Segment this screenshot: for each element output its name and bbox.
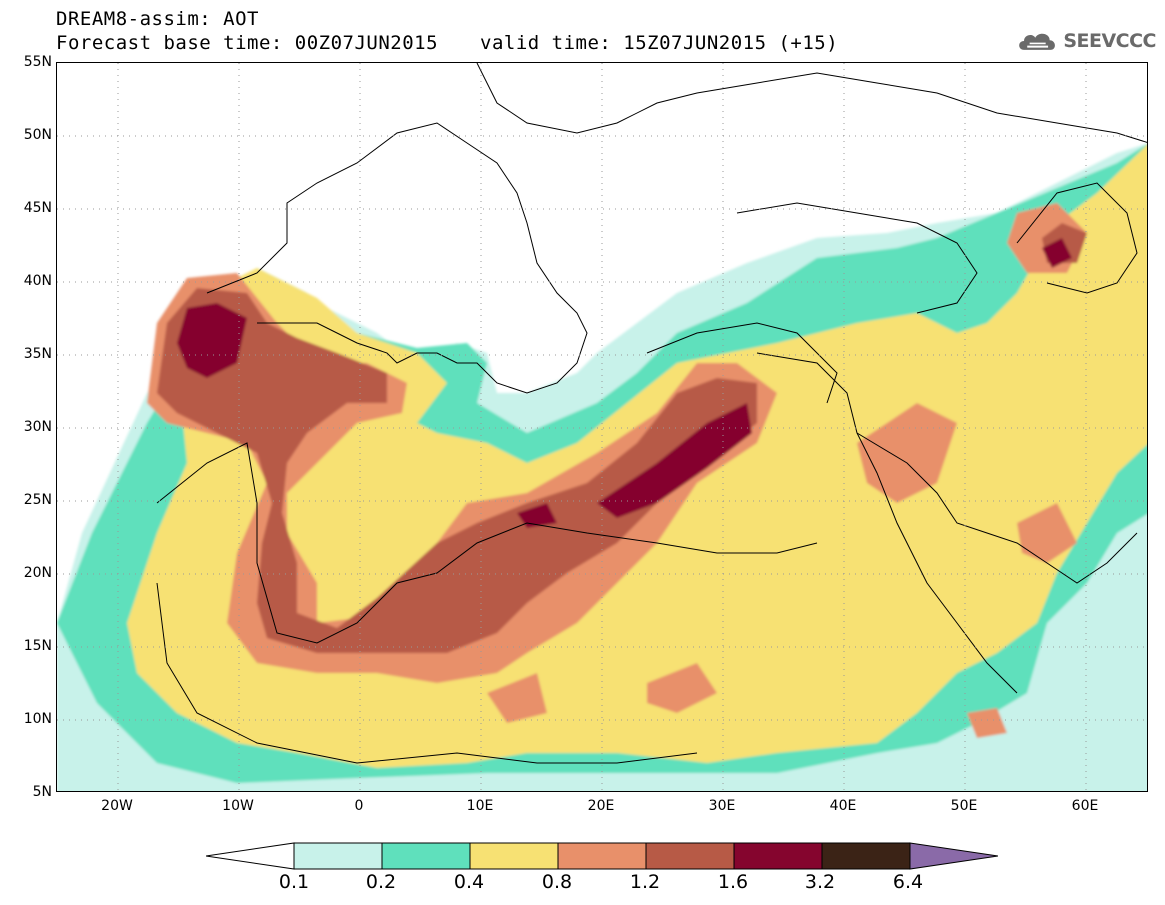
- lat-label-35n: 35N: [23, 346, 52, 362]
- colorbar-label: 0.8: [541, 871, 573, 893]
- lat-label-15n: 15N: [23, 638, 52, 654]
- lon-label-20w: 20W: [101, 798, 133, 814]
- colorbar-lower-triangle: [206, 842, 295, 870]
- forecast-base-time: Forecast base time: 00Z07JUN2015: [56, 32, 439, 54]
- lon-label-10w: 10W: [222, 798, 254, 814]
- colorbar-label: 1.2: [629, 871, 661, 893]
- map-title: DREAM8-assim: AOT: [56, 8, 259, 30]
- lat-label-45n: 45N: [23, 200, 52, 216]
- lat-label-50n: 50N: [23, 127, 52, 143]
- colorbar-segment: [469, 842, 559, 870]
- lon-label-50e: 50E: [950, 798, 978, 814]
- colorbar-label: 1.6: [717, 871, 749, 893]
- aot-map: [56, 62, 1148, 792]
- lat-label-20n: 20N: [23, 565, 52, 581]
- cloud-icon: [1019, 33, 1055, 50]
- colorbar-label: 0.2: [365, 871, 397, 893]
- lat-label-40n: 40N: [23, 273, 52, 289]
- lon-label-10e: 10E: [466, 798, 494, 814]
- aot-field: [57, 63, 1147, 791]
- colorbar-segment: [645, 842, 735, 870]
- colorbar-label: 3.2: [804, 871, 836, 893]
- colorbar-segment: [821, 842, 911, 870]
- lat-label-30n: 30N: [23, 419, 52, 435]
- colorbar-upper-triangle: [909, 842, 998, 870]
- colorbar-label: 6.4: [892, 871, 924, 893]
- colorbar-label: 0.4: [453, 871, 485, 893]
- seevccc-logo: SEEVCCC: [1016, 24, 1156, 58]
- lon-label-20e: 20E: [587, 798, 615, 814]
- colorbar-segment: [293, 842, 383, 870]
- lon-label-0: 0: [354, 798, 364, 814]
- logo-text: SEEVCCC: [1063, 30, 1156, 52]
- lon-label-30e: 30E: [708, 798, 736, 814]
- colorbar-label: 0.1: [278, 871, 310, 893]
- colorbar-segment: [381, 842, 471, 870]
- aot-colorbar: [206, 842, 998, 870]
- lon-label-40e: 40E: [829, 798, 857, 814]
- lon-label-60e: 60E: [1071, 798, 1099, 814]
- lat-label-10n: 10N: [23, 711, 52, 727]
- lat-label-25n: 25N: [23, 492, 52, 508]
- colorbar-segment: [557, 842, 647, 870]
- valid-time: valid time: 15Z07JUN2015 (+15): [480, 32, 839, 54]
- colorbar-segment: [733, 842, 823, 870]
- lat-label-55n: 55N: [23, 54, 52, 70]
- lat-label-5n: 5N: [32, 784, 52, 800]
